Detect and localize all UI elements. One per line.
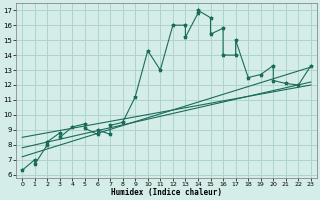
- Point: [70, 125, 75, 128]
- Point: [196, 12, 201, 15]
- Point: [220, 53, 226, 57]
- Point: [283, 82, 288, 85]
- Point: [183, 24, 188, 27]
- Point: [108, 124, 113, 127]
- Point: [233, 39, 238, 42]
- Point: [233, 53, 238, 57]
- Point: [20, 169, 25, 172]
- Point: [183, 36, 188, 39]
- Point: [308, 64, 314, 67]
- Point: [170, 24, 175, 27]
- Point: [95, 133, 100, 136]
- Point: [95, 128, 100, 131]
- Point: [83, 127, 88, 130]
- Point: [120, 121, 125, 124]
- Point: [220, 27, 226, 30]
- Point: [57, 131, 62, 134]
- Point: [196, 9, 201, 12]
- Point: [45, 143, 50, 146]
- X-axis label: Humidex (Indice chaleur): Humidex (Indice chaleur): [111, 188, 222, 197]
- Point: [108, 133, 113, 136]
- Point: [32, 163, 37, 166]
- Point: [158, 68, 163, 72]
- Point: [133, 95, 138, 99]
- Point: [83, 122, 88, 125]
- Point: [296, 83, 301, 87]
- Point: [45, 140, 50, 143]
- Point: [57, 136, 62, 139]
- Point: [258, 73, 263, 76]
- Point: [32, 158, 37, 161]
- Point: [271, 64, 276, 67]
- Point: [271, 79, 276, 82]
- Point: [246, 76, 251, 79]
- Point: [208, 16, 213, 19]
- Point: [145, 49, 150, 52]
- Point: [208, 33, 213, 36]
